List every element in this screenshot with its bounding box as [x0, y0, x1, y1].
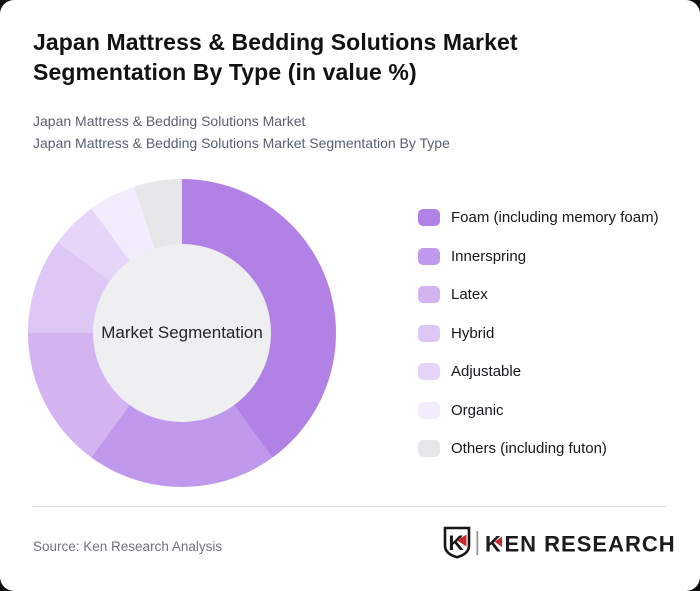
page-title: Japan Mattress & Bedding Solutions Marke…	[33, 27, 633, 87]
chart-legend: Foam (including memory foam) Innerspring L…	[418, 209, 659, 479]
legend-item[interactable]: Others (including futon)	[418, 440, 659, 457]
legend-swatch	[418, 209, 440, 226]
legend-item[interactable]: Hybrid	[418, 324, 659, 342]
legend-swatch	[418, 247, 440, 265]
legend-label: Innerspring	[451, 247, 527, 265]
legend-label: Organic	[451, 401, 504, 419]
legend-label: Latex	[451, 286, 488, 303]
legend-label: Adjustable	[451, 363, 522, 380]
legend-swatch	[418, 363, 440, 380]
ken-research-shield-icon: K	[443, 526, 471, 559]
subtitle-line-2: Japan Mattress & Bedding Solutions Marke…	[33, 134, 450, 151]
legend-swatch	[418, 286, 440, 303]
ken-research-logo: K K EN RESEARCH	[443, 526, 674, 559]
donut-chart[interactable]: Market Segmentation	[28, 179, 336, 487]
donut-center-label: Market Segmentation	[101, 323, 263, 342]
legend-item[interactable]: Organic	[418, 401, 659, 419]
svg-text:K: K	[449, 532, 464, 555]
legend-label: Foam (including memory foam)	[451, 209, 659, 226]
donut-center: Market Segmentation	[93, 244, 271, 422]
source-text: Source: Ken Research Analysis	[33, 539, 223, 554]
legend-swatch	[418, 324, 440, 342]
legend-item[interactable]: Innerspring	[418, 247, 659, 265]
footer-divider	[33, 506, 667, 507]
chart-subtitle: Japan Mattress & Bedding Solutions Marke…	[33, 111, 653, 154]
title-line-1: Japan Mattress & Bedding Solutions Marke…	[33, 29, 518, 55]
svg-text:EN RESEARCH: EN RESEARCH	[505, 532, 675, 557]
svg-text:K: K	[485, 532, 501, 557]
legend-swatch	[418, 401, 440, 419]
legend-swatch	[418, 440, 440, 457]
title-line-2: Segmentation By Type (in value %)	[33, 59, 417, 85]
subtitle-line-1: Japan Mattress & Bedding Solutions Marke…	[33, 113, 306, 129]
legend-item[interactable]: Latex	[418, 286, 659, 303]
legend-label: Hybrid	[451, 324, 495, 342]
legend-item[interactable]: Adjustable	[418, 363, 659, 380]
legend-label: Others (including futon)	[451, 440, 607, 457]
logo-divider	[476, 531, 479, 555]
ken-research-wordmark: K EN RESEARCH	[485, 532, 674, 557]
legend-item[interactable]: Foam (including memory foam)	[418, 209, 659, 226]
